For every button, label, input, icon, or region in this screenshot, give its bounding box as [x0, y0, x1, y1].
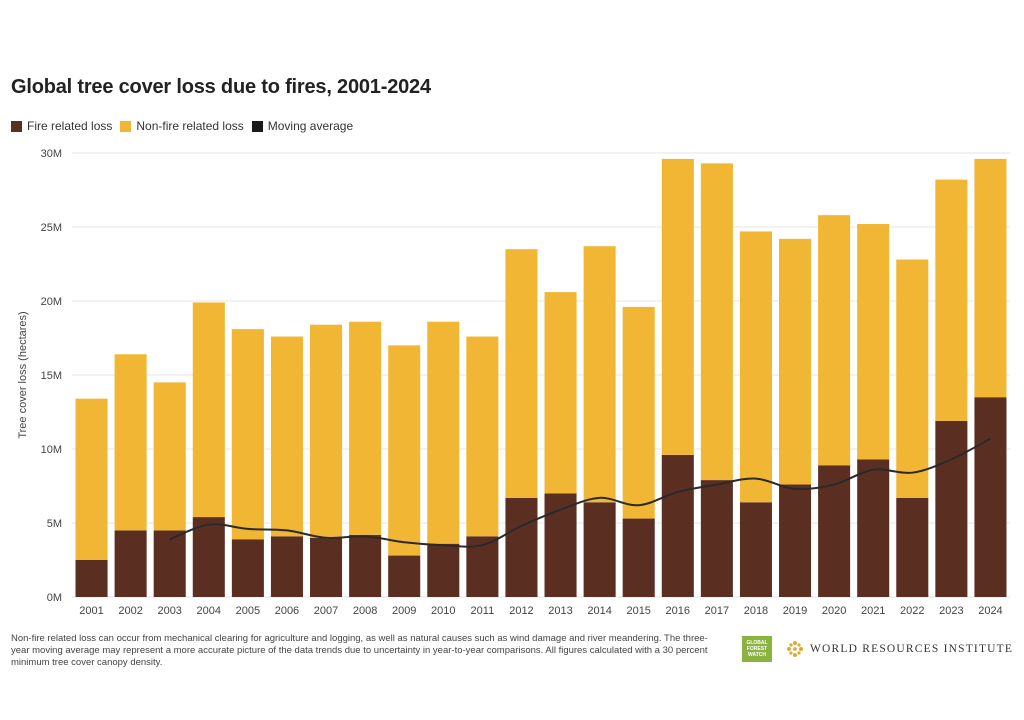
x-tick-label: 2007: [314, 605, 338, 617]
moving-average-line: [169, 437, 991, 548]
footnote: Non-fire related loss can occur from mec…: [11, 633, 708, 668]
x-tick-label: 2020: [822, 605, 846, 617]
x-tick-label: 2006: [275, 605, 299, 617]
bar-fire: [622, 518, 655, 597]
bar-nonfire: [935, 179, 968, 421]
chart-legend: Fire related loss Non-fire related loss …: [11, 119, 361, 133]
x-tick-label: 2010: [431, 605, 455, 617]
x-tick-label: 2003: [157, 605, 181, 617]
wri-name: WORLD RESOURCES INSTITUTE: [810, 643, 1014, 655]
legend-item-moving-average: Moving average: [251, 119, 354, 133]
bar-nonfire: [427, 321, 460, 544]
bar-nonfire: [388, 345, 421, 556]
bar-nonfire: [661, 158, 694, 455]
x-tick-label: 2021: [861, 605, 885, 617]
y-tick-label: 5M: [47, 518, 62, 530]
legend-swatch-moving-average: [251, 120, 263, 132]
legend-label-nonfire: Non-fire related loss: [136, 119, 244, 133]
x-tick-label: 2002: [118, 605, 142, 617]
x-tick-label: 2016: [666, 605, 690, 617]
x-tick-label: 2015: [626, 605, 650, 617]
y-tick-label: 25M: [41, 222, 62, 234]
y-tick-label: 15M: [41, 370, 62, 382]
x-tick-label: 2019: [783, 605, 807, 617]
x-tick-label: 2009: [392, 605, 416, 617]
y-axis-title: Tree cover loss (hectares): [17, 311, 29, 438]
bar-fire: [583, 502, 616, 597]
bar-fire: [310, 537, 343, 597]
bar-fire: [114, 530, 147, 597]
bar-fire: [974, 397, 1007, 597]
gfw-logo-text: GLOBAL FOREST WATCH: [746, 640, 768, 658]
bar-fire: [231, 539, 264, 597]
bar-nonfire: [231, 329, 264, 540]
bar-nonfire: [739, 231, 772, 503]
bar-nonfire: [349, 321, 382, 535]
x-tick-label: 2023: [939, 605, 963, 617]
y-tick-label: 20M: [41, 296, 62, 308]
bar-nonfire: [75, 398, 108, 560]
chart-title: Global tree cover loss due to fires, 200…: [11, 76, 431, 98]
x-tick-label: 2022: [900, 605, 924, 617]
bar-fire: [661, 454, 694, 597]
bar-nonfire: [505, 249, 538, 498]
bar-nonfire: [466, 336, 499, 537]
x-tick-label: 2014: [587, 605, 611, 617]
bar-nonfire: [974, 158, 1007, 398]
bar-fire: [935, 420, 968, 597]
bar-fire: [75, 560, 108, 597]
bar-nonfire: [622, 306, 655, 519]
legend-item-fire: Fire related loss: [11, 119, 112, 133]
bar-nonfire: [270, 336, 303, 537]
y-tick-label: 0M: [47, 592, 62, 604]
bar-nonfire: [818, 215, 851, 466]
x-tick-label: 2008: [353, 605, 377, 617]
bar-nonfire: [700, 163, 733, 481]
bar-fire: [270, 536, 303, 597]
legend-swatch-nonfire: [120, 120, 132, 132]
bar-fire: [857, 459, 890, 597]
bar-fire: [349, 534, 382, 597]
global-forest-watch-logo: GLOBAL FOREST WATCH: [742, 636, 772, 662]
bar-fire: [505, 497, 538, 597]
bar-nonfire: [192, 302, 225, 518]
wri-emblem-icon: [787, 641, 803, 657]
bar-fire: [700, 480, 733, 597]
x-tick-label: 2011: [471, 605, 495, 617]
bar-fire: [739, 502, 772, 597]
x-tick-label: 2017: [705, 605, 729, 617]
legend-item-nonfire: Non-fire related loss: [120, 119, 244, 133]
bar-fire: [192, 517, 225, 597]
x-tick-label: 2013: [548, 605, 572, 617]
x-tick-label: 2001: [79, 605, 103, 617]
x-tick-label: 2004: [197, 605, 221, 617]
legend-swatch-fire: [11, 120, 22, 132]
bar-fire: [388, 555, 421, 597]
bar-nonfire: [857, 224, 890, 460]
tree-cover-loss-chart: 0M 5M 10M 15M 20M 25M 30M Tree cover loss (hect…: [17, 148, 1010, 617]
bar-nonfire: [114, 354, 147, 531]
x-tick-label: 2005: [236, 605, 260, 617]
bar-fire: [896, 497, 929, 597]
bar-nonfire: [583, 246, 616, 503]
bar-nonfire: [310, 324, 343, 538]
bar-nonfire: [544, 292, 577, 494]
wri-logo: WORLD RESOURCES INSTITUTE: [786, 640, 1013, 658]
bar-nonfire: [779, 238, 812, 485]
y-tick-label: 10M: [41, 444, 62, 456]
x-tick-label: 2012: [509, 605, 533, 617]
x-tick-label: 2024: [978, 605, 1002, 617]
bar-nonfire: [153, 382, 186, 531]
x-tick-label: 2018: [744, 605, 768, 617]
bar-fire: [779, 484, 812, 597]
legend-label-fire: Fire related loss: [27, 119, 113, 133]
legend-label-moving-average: Moving average: [267, 119, 354, 133]
bar-nonfire: [896, 259, 929, 498]
y-tick-label: 30M: [41, 148, 62, 160]
bar-fire: [427, 543, 460, 597]
bar-fire: [153, 530, 186, 597]
